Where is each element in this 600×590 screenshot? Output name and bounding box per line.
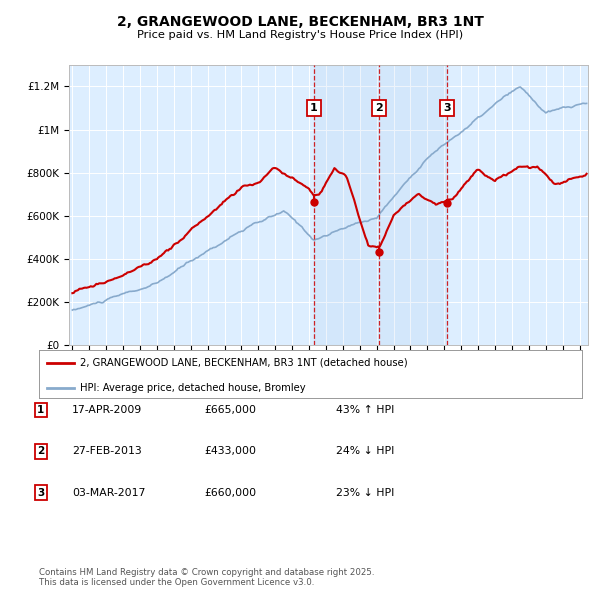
Text: 43% ↑ HPI: 43% ↑ HPI — [336, 405, 394, 415]
Text: 27-FEB-2013: 27-FEB-2013 — [72, 447, 142, 456]
Text: £665,000: £665,000 — [204, 405, 256, 415]
Text: £433,000: £433,000 — [204, 447, 256, 456]
Text: 3: 3 — [443, 103, 451, 113]
Text: 2, GRANGEWOOD LANE, BECKENHAM, BR3 1NT (detached house): 2, GRANGEWOOD LANE, BECKENHAM, BR3 1NT (… — [80, 358, 407, 368]
Text: 1: 1 — [37, 405, 44, 415]
Text: Price paid vs. HM Land Registry's House Price Index (HPI): Price paid vs. HM Land Registry's House … — [137, 30, 463, 40]
Text: 24% ↓ HPI: 24% ↓ HPI — [336, 447, 394, 456]
Text: 3: 3 — [37, 488, 44, 497]
Text: Contains HM Land Registry data © Crown copyright and database right 2025.
This d: Contains HM Land Registry data © Crown c… — [39, 568, 374, 587]
Text: 1: 1 — [310, 103, 318, 113]
Text: £660,000: £660,000 — [204, 488, 256, 497]
Text: 03-MAR-2017: 03-MAR-2017 — [72, 488, 145, 497]
Text: 17-APR-2009: 17-APR-2009 — [72, 405, 142, 415]
Text: 23% ↓ HPI: 23% ↓ HPI — [336, 488, 394, 497]
Text: HPI: Average price, detached house, Bromley: HPI: Average price, detached house, Brom… — [80, 382, 305, 392]
Text: 2, GRANGEWOOD LANE, BECKENHAM, BR3 1NT: 2, GRANGEWOOD LANE, BECKENHAM, BR3 1NT — [116, 15, 484, 29]
Bar — [314, 65, 447, 345]
Text: 2: 2 — [37, 447, 44, 456]
Text: 2: 2 — [376, 103, 383, 113]
